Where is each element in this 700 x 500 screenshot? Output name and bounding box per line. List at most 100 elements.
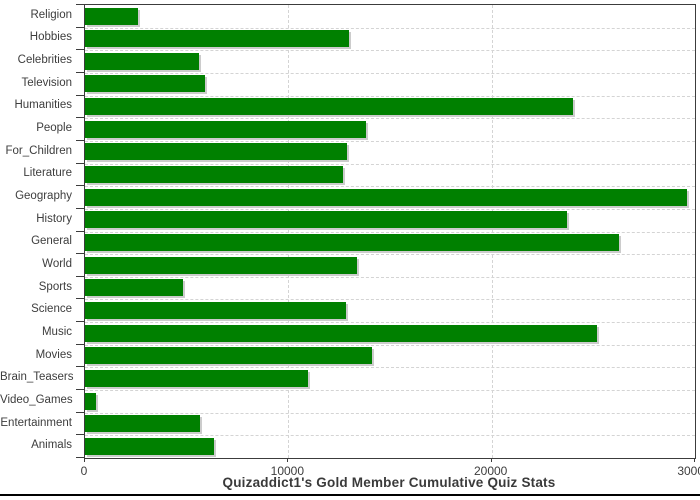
category-tick-mark	[76, 253, 84, 255]
bar-celebrities	[85, 52, 199, 70]
category-tick-mark	[76, 343, 84, 345]
bar-sports	[85, 279, 183, 297]
bar-music	[85, 324, 598, 342]
x-axis-tick-mark	[694, 458, 695, 462]
category-label: Hobbies	[29, 31, 72, 44]
category-tick-mark	[76, 366, 84, 368]
category-label: Animals	[31, 439, 72, 452]
category-tick-mark	[76, 162, 84, 164]
category-label: Science	[31, 303, 72, 316]
bar-hobbies	[85, 30, 350, 48]
category-tick-mark	[76, 207, 84, 209]
category-label: Literature	[23, 167, 72, 180]
horizontal-gridline	[85, 208, 695, 210]
category-label: Geography	[15, 190, 72, 203]
bottom-border-line	[0, 494, 700, 496]
horizontal-gridline	[85, 186, 695, 188]
horizontal-gridline	[85, 163, 695, 165]
bar-row	[85, 345, 695, 368]
bar-row	[85, 50, 695, 73]
bar-movies	[85, 347, 372, 365]
horizontal-gridline	[85, 27, 695, 29]
bar-row	[85, 5, 695, 28]
bar-row	[85, 254, 695, 277]
category-label: History	[36, 212, 72, 225]
bar-general	[85, 234, 619, 251]
x-axis-tick-mark	[490, 458, 492, 462]
category-label: For_Children	[5, 144, 72, 157]
category-label: People	[36, 122, 72, 135]
category-label: Television	[21, 76, 73, 89]
bar-row	[85, 390, 695, 413]
x-axis-tick-label: 0	[80, 464, 88, 478]
bar-row	[85, 73, 695, 96]
bar-geography	[85, 188, 687, 206]
horizontal-gridline	[85, 254, 695, 256]
bar-row	[85, 367, 695, 390]
category-label: Movies	[35, 348, 72, 361]
bar-literature	[85, 166, 344, 184]
bar-row	[85, 232, 695, 255]
category-tick-mark	[76, 71, 84, 73]
horizontal-gridline	[85, 95, 695, 97]
bar-row	[85, 164, 695, 187]
category-tick-mark	[76, 434, 84, 436]
category-tick-mark	[76, 230, 84, 232]
x-axis-tick-mark	[287, 458, 289, 462]
chart-title: Quizaddict1's Gold Member Cumulative Qui…	[222, 475, 556, 490]
category-tick-mark	[76, 4, 84, 5]
category-label: Religion	[30, 8, 72, 21]
category-label: Music	[41, 325, 72, 338]
horizontal-gridline	[85, 344, 695, 346]
x-axis-tick-label: 30000	[677, 464, 700, 478]
category-tick-mark	[76, 321, 84, 323]
bar-row	[85, 186, 695, 209]
category-label: Video_Games	[0, 393, 73, 406]
category-label: Entertainment	[0, 416, 72, 429]
x-axis-tick-mark	[84, 458, 85, 462]
category-tick-mark	[76, 389, 84, 391]
bar-history	[85, 211, 567, 229]
bar-row	[85, 96, 695, 119]
bar-religion	[85, 7, 138, 25]
category-tick-mark	[76, 411, 84, 413]
category-label: General	[31, 235, 72, 248]
bar-science	[85, 301, 347, 319]
bar-television	[85, 75, 205, 93]
bar-row	[85, 322, 695, 345]
category-label: World	[42, 257, 72, 270]
category-tick-mark	[76, 457, 84, 458]
category-tick-mark	[76, 117, 84, 119]
bar-animals	[85, 437, 215, 455]
bar-row	[85, 209, 695, 232]
x-axis-tick-label: 20000	[473, 464, 508, 478]
plot-area	[84, 4, 696, 459]
category-tick-mark	[76, 26, 84, 28]
bar-row	[85, 141, 695, 164]
category-tick-mark	[76, 275, 84, 277]
horizontal-gridline	[85, 72, 695, 74]
bar-row	[85, 299, 695, 322]
bar-row	[85, 118, 695, 141]
bar-humanities	[85, 98, 573, 116]
horizontal-gridline	[85, 276, 695, 278]
bar-people	[85, 120, 366, 138]
bar-row	[85, 435, 695, 458]
horizontal-gridline	[85, 299, 695, 301]
bar-row	[85, 28, 695, 51]
horizontal-gridline	[85, 435, 695, 437]
horizontal-gridline	[85, 140, 695, 142]
bar-row	[85, 413, 695, 436]
bar-video_games	[85, 392, 97, 410]
x-axis-tick-label: 10000	[270, 464, 305, 478]
horizontal-gridline	[85, 118, 695, 120]
bar-world	[85, 256, 358, 274]
category-tick-mark	[76, 49, 84, 51]
category-tick-mark	[76, 298, 84, 300]
bar-for_children	[85, 143, 348, 161]
category-tick-mark	[76, 94, 84, 96]
bar-brain_teasers	[85, 369, 308, 387]
category-label: Celebrities	[17, 54, 72, 67]
horizontal-gridline	[85, 231, 695, 233]
